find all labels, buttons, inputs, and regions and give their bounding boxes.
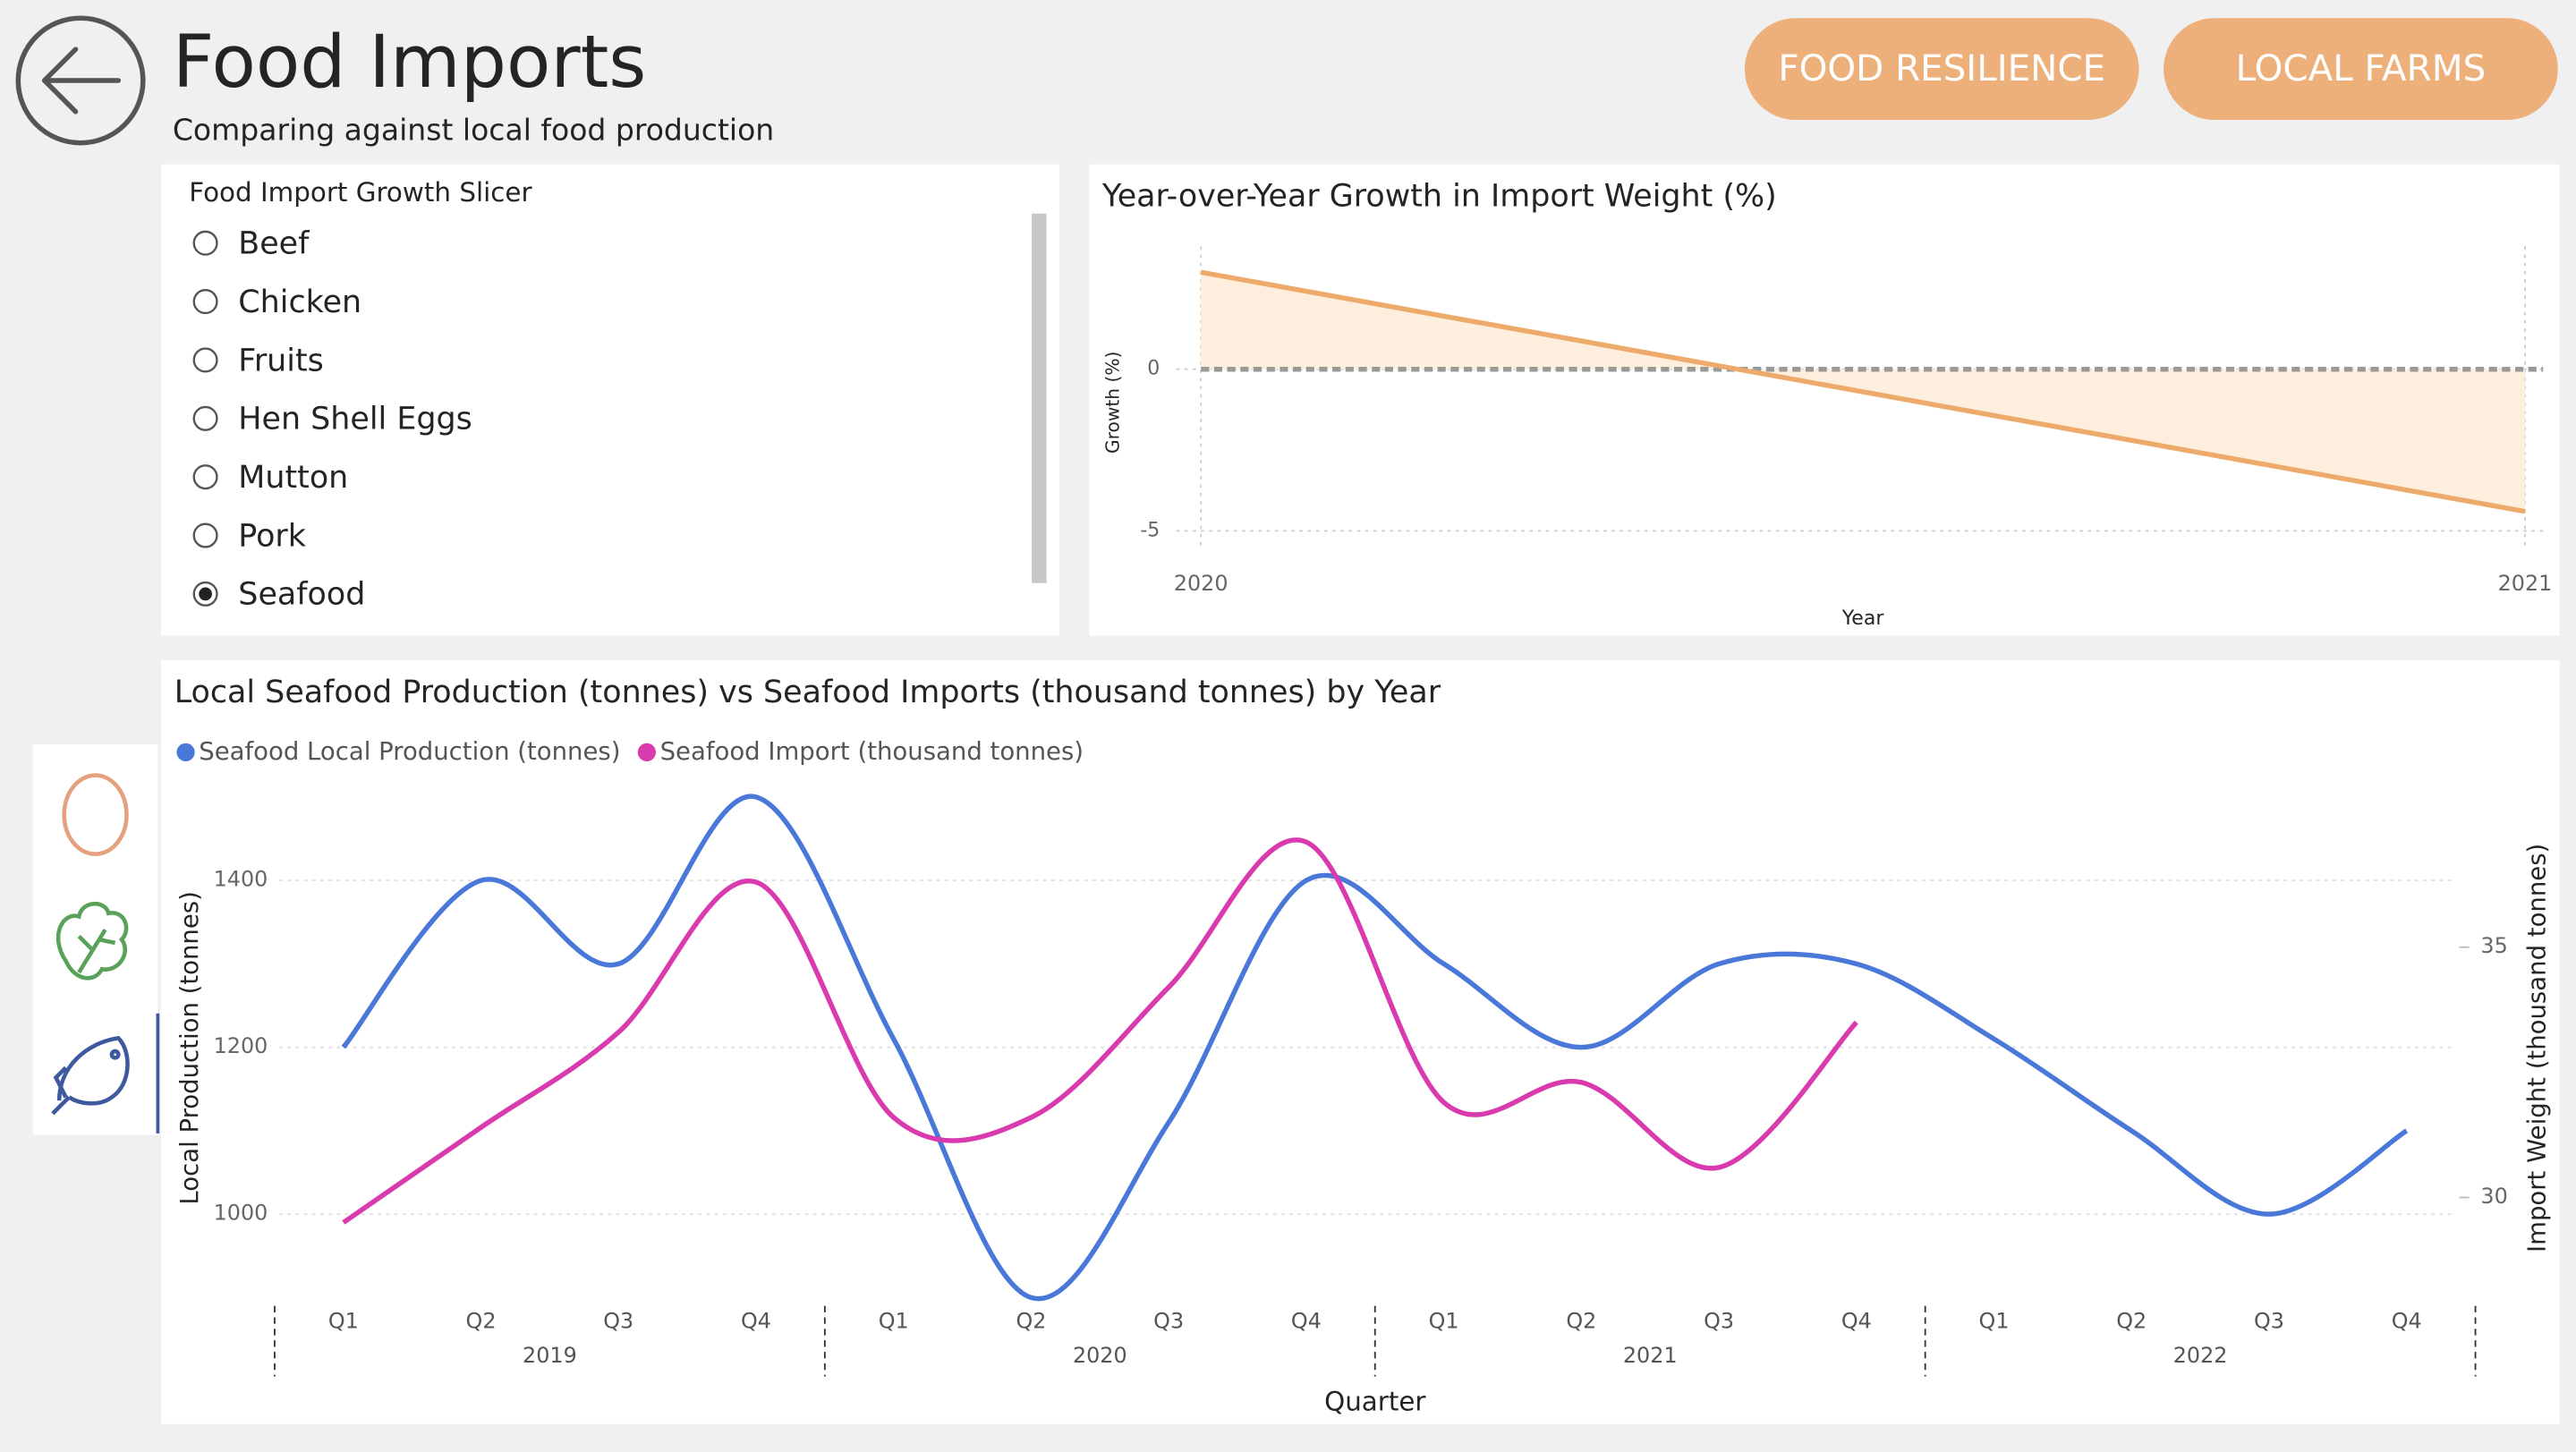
y-tick-label: 0 <box>1147 358 1160 380</box>
y2-axis-title: Import Weight (thousand tonnes) <box>2523 844 2552 1252</box>
slicer-option[interactable]: Hen Shell Eggs <box>238 402 472 437</box>
x-tick-label: Q2 <box>466 1308 497 1333</box>
slicer-option[interactable]: Pork <box>238 518 306 554</box>
nav-button[interactable]: FOOD RESILIENCE <box>1744 18 2139 121</box>
line <box>342 837 1858 1225</box>
x-group-label: 2022 <box>2173 1343 2228 1368</box>
x-tick-label: Q4 <box>1841 1308 1872 1333</box>
x-group-label: 2019 <box>523 1343 577 1368</box>
x-tick-label: 2020 <box>1174 571 1228 596</box>
radio-button[interactable] <box>192 347 218 373</box>
x-axis-title: Year <box>1841 607 1885 630</box>
radio-button[interactable] <box>192 405 218 431</box>
charts: Year-over-Year Growth in Import Weight (… <box>174 178 2553 1416</box>
x-tick-label: Q2 <box>1016 1308 1046 1333</box>
y-tick-label: -5 <box>1140 519 1160 541</box>
nav-button[interactable]: LOCAL FARMS <box>2164 18 2558 121</box>
legend-label[interactable]: Seafood Import (thousand tonnes) <box>660 737 1084 766</box>
x-tick-label: Q4 <box>1291 1308 1322 1333</box>
slicer-title: Food Import Growth Slicer <box>189 177 532 208</box>
x-tick-label: Q1 <box>328 1308 359 1333</box>
slicer-option[interactable]: Mutton <box>238 460 348 496</box>
y-tick-label: 1000 <box>214 1201 268 1226</box>
radio-button[interactable] <box>192 289 218 315</box>
y2-tick-label: 30 <box>2480 1184 2507 1209</box>
radio-button[interactable] <box>192 522 218 548</box>
page-subtitle: Comparing against local food production <box>173 112 774 147</box>
line <box>1200 269 2526 514</box>
vegetable-shape[interactable] <box>55 901 129 981</box>
x-tick-label: Q4 <box>741 1308 771 1333</box>
nav-button-label[interactable]: LOCAL FARMS <box>2236 47 2487 89</box>
x-tick-label: Q3 <box>2254 1308 2284 1333</box>
x-tick-label: Q4 <box>2392 1308 2422 1333</box>
back-circle[interactable] <box>15 15 146 146</box>
vegetable-icon[interactable] <box>55 901 129 981</box>
x-group-label: 2020 <box>1073 1343 1127 1368</box>
x-tick-label: Q3 <box>603 1308 633 1333</box>
nav-button-bg[interactable] <box>1744 18 2139 121</box>
radio-button[interactable] <box>192 230 218 256</box>
slicer-option[interactable]: Fruits <box>238 343 324 378</box>
x-axis-title: Quarter <box>1324 1386 1426 1416</box>
nav-button-bg[interactable] <box>2164 18 2558 121</box>
slicer-panel <box>161 164 1060 636</box>
page-title: Food Imports <box>173 21 646 105</box>
fish-shape[interactable] <box>51 1035 130 1116</box>
x-tick-label: Q3 <box>1704 1308 1734 1333</box>
radio-button[interactable] <box>192 464 218 490</box>
fish-icon[interactable] <box>51 1035 130 1116</box>
vegetable-veins[interactable] <box>77 928 116 974</box>
x-tick-label: Q1 <box>1429 1308 1459 1333</box>
x-tick-label: Q3 <box>1153 1308 1184 1333</box>
slicer-option[interactable]: Seafood <box>238 577 365 613</box>
chart-title: Year-over-Year Growth in Import Weight (… <box>1101 178 1777 214</box>
nav-button-label[interactable]: FOOD RESILIENCE <box>1778 47 2105 89</box>
y-axis-title: Growth (%) <box>1101 352 1123 454</box>
side-nav <box>32 743 158 1135</box>
egg-icon[interactable] <box>62 773 129 857</box>
back-arrow[interactable] <box>41 47 122 115</box>
chart-title: Local Seafood Production (tonnes) vs Sea… <box>174 675 1441 710</box>
back-button[interactable] <box>15 15 146 146</box>
scrollbar[interactable] <box>1032 213 1047 583</box>
x-tick-label: Q2 <box>1566 1308 1596 1333</box>
slicer-option[interactable]: Chicken <box>238 284 361 320</box>
fish-eye[interactable] <box>109 1049 121 1060</box>
x-tick-label: Q1 <box>1979 1308 2010 1333</box>
legend-marker[interactable] <box>637 743 656 761</box>
legend-marker[interactable] <box>176 743 195 761</box>
y-tick-label: 1400 <box>214 867 268 892</box>
x-group-label: 2021 <box>1623 1343 1678 1368</box>
x-tick-label: Q2 <box>2116 1308 2147 1333</box>
legend-label[interactable]: Seafood Local Production (tonnes) <box>199 737 620 766</box>
x-tick-label: 2021 <box>2498 571 2553 596</box>
radio-dot[interactable] <box>199 587 212 601</box>
line <box>341 794 2409 1302</box>
y-tick-label: 1200 <box>214 1033 268 1058</box>
y2-tick-label: 35 <box>2480 933 2507 958</box>
y-axis-title: Local Production (tonnes) <box>175 891 204 1204</box>
slicer-options: Beef Chicken Fruits Hen Shell Eggs Mutton Por… <box>192 226 472 613</box>
egg-shape[interactable] <box>62 773 129 857</box>
chart-panel <box>161 660 2560 1424</box>
x-tick-label: Q1 <box>879 1308 909 1333</box>
slicer-option[interactable]: Beef <box>238 226 310 262</box>
